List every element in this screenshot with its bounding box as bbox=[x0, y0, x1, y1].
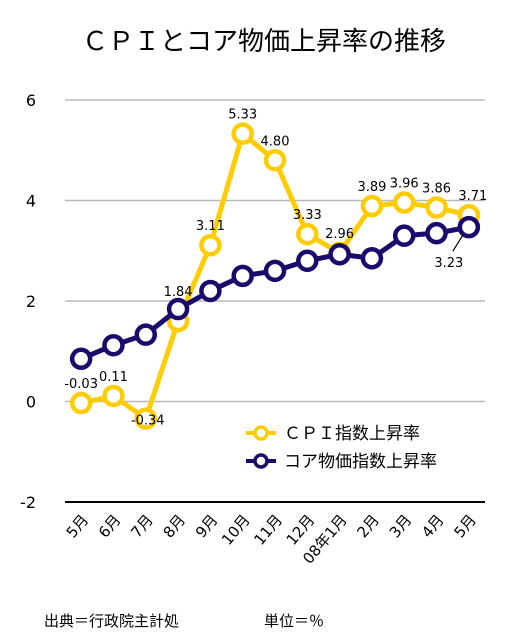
data-label: 0.11 bbox=[99, 370, 128, 385]
x-tick-label: 10月 bbox=[218, 511, 254, 549]
chart-title: ＣＰＩとコア物価上昇率の推移 bbox=[82, 27, 446, 57]
data-point bbox=[231, 122, 254, 145]
x-tick-label: 6月 bbox=[95, 511, 125, 541]
source-note: 出典＝行政院主計処 bbox=[44, 612, 179, 630]
data-label: 1.84 bbox=[164, 285, 193, 300]
x-tick-label: 4月 bbox=[418, 511, 448, 541]
unit-note: 単位＝％ bbox=[264, 612, 324, 630]
data-point bbox=[392, 191, 416, 214]
data-point bbox=[360, 194, 384, 218]
data-label: -0.34 bbox=[131, 414, 165, 429]
data-label: 2.96 bbox=[325, 227, 354, 242]
y-tick-label: 6 bbox=[26, 91, 36, 110]
data-point bbox=[296, 249, 319, 273]
x-tick-label: 9月 bbox=[192, 511, 222, 541]
data-point bbox=[392, 224, 416, 247]
data-point bbox=[425, 221, 448, 245]
label-leader-line bbox=[452, 234, 464, 252]
data-point bbox=[102, 384, 125, 408]
legend-label: ＣＰＩ指数上昇率 bbox=[284, 424, 420, 444]
x-tick-label: 8月 bbox=[160, 511, 190, 541]
x-tick-label: 11月 bbox=[250, 511, 286, 549]
data-point bbox=[360, 247, 384, 270]
data-point bbox=[134, 407, 158, 430]
x-tick-label: 2月 bbox=[353, 511, 383, 541]
data-label: 3.11 bbox=[196, 219, 225, 234]
legend-label: コア物価指数上昇率 bbox=[284, 452, 437, 472]
y-tick-label: 0 bbox=[26, 393, 36, 412]
data-point bbox=[296, 222, 319, 246]
y-tick-label: 2 bbox=[26, 292, 36, 311]
data-point bbox=[102, 333, 125, 357]
data-label: 3.96 bbox=[390, 177, 419, 192]
data-point bbox=[166, 297, 190, 321]
data-point bbox=[231, 264, 254, 288]
data-point bbox=[199, 279, 222, 303]
data-point bbox=[457, 215, 481, 239]
data-label: 4.80 bbox=[261, 134, 290, 149]
data-point bbox=[199, 233, 222, 257]
data-point bbox=[263, 149, 287, 172]
data-point bbox=[425, 196, 448, 219]
data-point bbox=[69, 347, 93, 371]
data-label: 5.33 bbox=[228, 108, 257, 123]
data-label: 3.71 bbox=[458, 189, 487, 204]
y-axis: -2 0 2 4 6 bbox=[20, 91, 36, 512]
legend-swatch-marker bbox=[253, 453, 269, 469]
x-tick-label: 7月 bbox=[127, 511, 157, 541]
data-labels: -0.03 0.11 -0.34 3.11 5.33 4.80 3.332.96 3.89 3.… bbox=[64, 108, 487, 429]
y-tick-label: 4 bbox=[26, 192, 36, 211]
data-point bbox=[69, 391, 93, 415]
data-point bbox=[328, 243, 351, 266]
y-tick-label: -2 bbox=[20, 493, 36, 512]
data-label: 3.86 bbox=[422, 182, 451, 197]
data-label: -0.03 bbox=[64, 377, 98, 392]
series-layer bbox=[69, 122, 481, 430]
data-label: 3.89 bbox=[357, 180, 386, 195]
x-tick-label: 3月 bbox=[386, 511, 416, 541]
x-tick-label: 5月 bbox=[450, 511, 480, 541]
legend-swatch-marker bbox=[253, 425, 269, 441]
data-point bbox=[134, 323, 158, 346]
data-label: 3.33 bbox=[293, 208, 322, 223]
data-label: 3.23 bbox=[434, 256, 463, 271]
data-point bbox=[263, 259, 287, 283]
x-tick-label: 5月 bbox=[63, 511, 93, 541]
